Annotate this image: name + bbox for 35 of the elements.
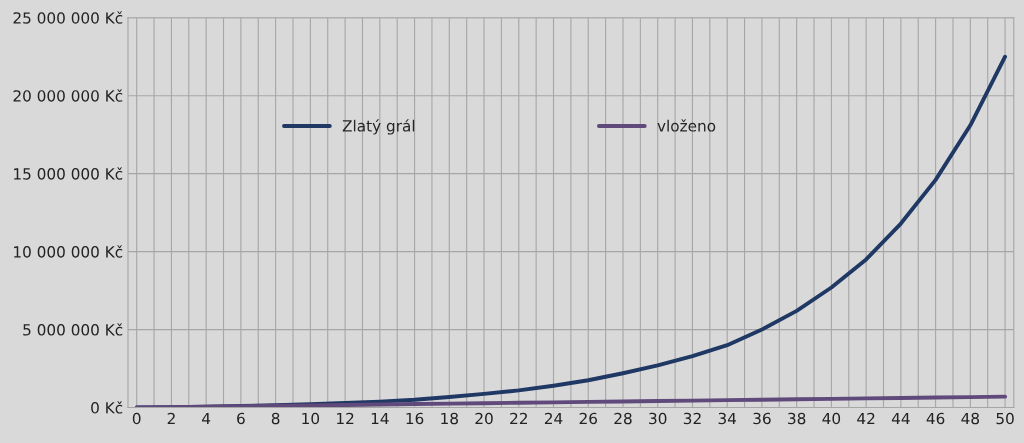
x-tick-label: 4 [202,412,211,425]
x-tick-label: 34 [718,412,737,425]
x-tick-label: 22 [510,412,527,425]
line-series [134,394,1008,408]
x-tick-label: 6 [237,412,245,425]
x-tick-label: 14 [371,412,389,425]
y-tick-label: 5 000 000 Kč [23,323,123,336]
x-tick-label: 12 [337,412,354,425]
y-tick-label: 20 000 000 Kč [13,89,123,102]
x-tick-label: 36 [753,412,771,425]
x-tick-label: 44 [891,412,910,425]
x-tick-label: 32 [683,412,701,425]
x-tick-label: 50 [996,412,1014,425]
y-tick-label: 15 000 000 Kč [14,167,123,180]
x-tick-label: 38 [788,412,806,425]
legend-label: vloženo [657,119,716,132]
y-tick-label: 0 Kč [91,401,123,414]
legend-label: Zlatý grál [342,119,415,135]
x-tick-label: 28 [614,412,632,425]
x-tick-label: 2 [167,412,175,425]
x-tick-label: 46 [926,412,945,425]
x-tick-label: 42 [857,412,875,425]
x-tick-label: 0 [132,412,141,425]
y-tick-label: 10 000 000 Kč [14,245,123,258]
x-tick-label: 24 [544,412,563,425]
x-tick-label: 48 [961,412,980,425]
x-tick-label: 10 [302,412,320,425]
x-tick-label: 8 [271,412,280,425]
y-tick-label: 25 000 000 Kč [13,11,123,24]
x-tick-label: 40 [822,412,841,425]
x-tick-label: 26 [579,412,598,425]
x-tick-label: 20 [475,412,493,425]
x-tick-label: 30 [649,412,667,425]
x-tick-label: 18 [441,412,458,425]
x-tick-label: 16 [406,412,424,425]
